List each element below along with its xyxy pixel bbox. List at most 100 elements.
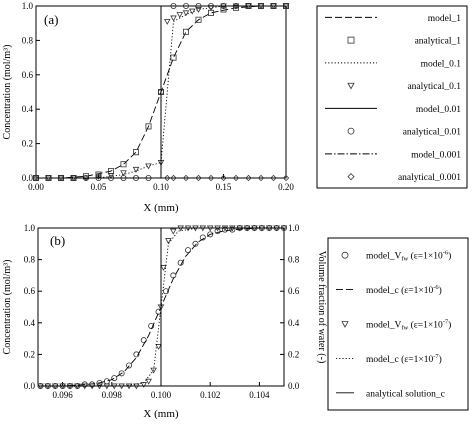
- x-axis-label-a: X (mm): [143, 202, 178, 214]
- legend-swatch-marker: [347, 173, 355, 181]
- legend-label: model_Vfw (ε=1×10-7): [366, 319, 451, 332]
- data-point: [207, 231, 214, 238]
- legend-swatch-marker: [341, 321, 349, 328]
- data-point: [188, 8, 196, 15]
- series-4: [38, 227, 284, 387]
- data-point: [170, 228, 177, 235]
- y-axis-label-b: Concentration (mol/m³): [2, 260, 13, 355]
- data-point: [111, 375, 118, 382]
- series-a: [32, 3, 290, 182]
- legend-label: analytical_0.01: [403, 128, 462, 138]
- series-b: [37, 224, 288, 390]
- data-point: [221, 226, 228, 233]
- y-tick-label: 0.4: [24, 318, 36, 328]
- x-tick-label: 0.20: [278, 182, 294, 192]
- legend-label: model_0.001: [411, 150, 461, 160]
- data-point: [182, 174, 190, 182]
- data-point: [170, 174, 177, 182]
- x-tick-label: 0.104: [249, 390, 270, 400]
- legend-box-a: [316, 5, 468, 189]
- data-point: [133, 351, 140, 358]
- ticks-b: 0.096 0.098 0.100 0.102 0.104 0.0 0.0 0.2 0.2 0.4…: [24, 223, 300, 400]
- y-tick-label: 0.6: [22, 70, 34, 80]
- data-point: [132, 166, 140, 173]
- ticks-a: 0.00 0.05 0.10 0.15 0.20 0.0 0.2 0.4 0.6 0.8 1.0: [22, 1, 295, 192]
- data-point: [195, 174, 202, 182]
- data-point: [140, 337, 147, 344]
- y-tick-label: 0.0: [22, 173, 34, 183]
- legend-label: analytical_0.1: [407, 82, 461, 92]
- panel-label-a: (a): [44, 12, 58, 27]
- data-point: [245, 174, 252, 182]
- data-point: [150, 367, 157, 374]
- y-tick-label: 0.6: [24, 286, 36, 296]
- y-axis-label-a: Concentration (mol/m³): [2, 45, 13, 140]
- x-tick-label: 0.10: [153, 182, 169, 192]
- y-right-tick-label: 0.6: [288, 286, 300, 296]
- data-point: [170, 54, 177, 61]
- data-point: [199, 234, 206, 241]
- legend-label: model_1: [428, 14, 461, 24]
- data-point: [220, 6, 227, 13]
- data-point: [232, 4, 239, 11]
- data-point: [164, 174, 171, 182]
- x-axis-label-b: X (mm): [143, 408, 178, 420]
- data-point: [160, 265, 167, 271]
- y-tick-label: 1.0: [22, 1, 34, 11]
- series-line: [36, 5, 286, 179]
- data-point: [145, 378, 152, 385]
- data-point: [185, 247, 192, 254]
- legend-swatch-marker: [341, 251, 349, 259]
- y-right-tick-label: 0.8: [288, 255, 300, 265]
- data-point: [232, 174, 240, 182]
- data-point: [192, 240, 199, 247]
- y-tick-label: 0.8: [22, 35, 34, 45]
- series-2: [36, 5, 286, 179]
- series-line: [38, 227, 284, 387]
- data-point: [103, 378, 110, 385]
- x-tick-label: 0.098: [102, 390, 123, 400]
- legend-label: analytical_1: [415, 37, 462, 47]
- x-tick-label: 0.096: [52, 390, 73, 400]
- series-2: [37, 225, 288, 390]
- data-point: [118, 370, 125, 377]
- panel-label-b: (b): [50, 233, 65, 248]
- data-point: [220, 174, 227, 182]
- y-tick-label: 1.0: [24, 223, 36, 233]
- x-tick-label: 0.15: [216, 182, 232, 192]
- series-6: [36, 5, 286, 179]
- data-point: [120, 170, 127, 177]
- y-tick-label: 0.8: [24, 255, 36, 265]
- legend-label: analytical solution_c: [366, 389, 445, 399]
- data-point: [214, 228, 221, 235]
- data-point: [195, 6, 202, 13]
- y-tick-label: 0.2: [24, 349, 35, 359]
- data-point: [176, 12, 184, 19]
- data-point: [132, 149, 139, 156]
- y-right-tick-label: 0.2: [288, 349, 299, 359]
- x-tick-label: 0.00: [28, 182, 44, 192]
- data-point: [170, 15, 177, 22]
- legend-box-b: [327, 237, 469, 411]
- legend-label: model_0.1: [421, 59, 462, 69]
- legend-swatch-marker: [347, 36, 355, 44]
- y-tick-label: 0.0: [24, 381, 36, 391]
- data-point: [145, 163, 152, 170]
- legend-label: model_0.01: [416, 105, 461, 115]
- legend-b: model_Vfw (ε=1×10-6) model_c (ε=1×10-6) mo…: [336, 250, 451, 399]
- legend-swatch-marker: [347, 82, 355, 90]
- data-point: [170, 272, 177, 279]
- data-point: [182, 28, 189, 35]
- legend-label: model_c (ε=1×10-6): [366, 284, 442, 296]
- data-point: [126, 362, 133, 369]
- data-point: [165, 238, 172, 245]
- data-point: [195, 16, 202, 23]
- data-point: [163, 18, 171, 25]
- y-tick-label: 0.4: [22, 104, 34, 114]
- y-tick-label: 0.2: [22, 139, 33, 149]
- data-point: [155, 344, 162, 350]
- legend-swatch-marker: [347, 127, 355, 135]
- legend-label: model_Vfw (ε=1×10-6): [366, 250, 451, 263]
- data-point: [270, 174, 277, 182]
